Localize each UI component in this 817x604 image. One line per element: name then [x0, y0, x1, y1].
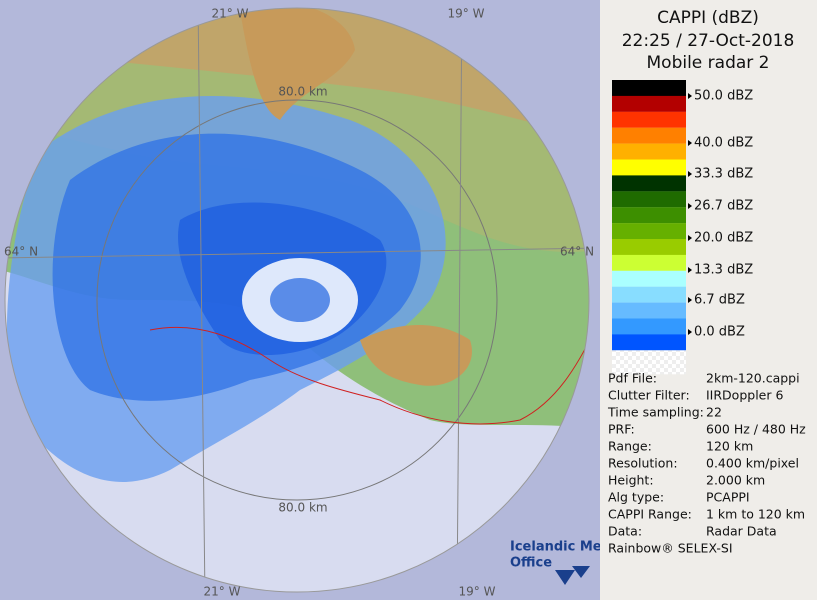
color-swatch: [612, 127, 686, 144]
longitude-label: 21° W: [212, 7, 249, 21]
info-value: PCAPPI: [706, 490, 750, 505]
legend-label: 33.3 dBZ: [694, 167, 753, 182]
info-key: Time sampling:: [607, 405, 704, 420]
color-swatch: [612, 95, 686, 112]
color-swatch: [612, 111, 686, 128]
info-key: CAPPI Range:: [608, 507, 692, 522]
legend-label: 0.0 dBZ: [694, 325, 745, 340]
color-swatch: [612, 175, 686, 192]
info-table: Pdf File: 2km-120.cappi Clutter Filter: IIR…: [607, 371, 806, 539]
info-key: Resolution:: [608, 456, 678, 471]
radar-name: Mobile radar 2: [647, 53, 770, 73]
range-label: 80.0 km: [278, 85, 327, 99]
color-swatch: [612, 254, 686, 271]
footer: Rainbow® SELEX-SI: [608, 541, 733, 556]
longitude-label: 21° W: [204, 585, 241, 599]
color-swatch: [612, 350, 686, 375]
color-swatch: [612, 334, 686, 351]
info-value: 1 km to 120 km: [706, 507, 805, 522]
info-key: Range:: [608, 439, 652, 454]
legend-tick: [688, 140, 692, 146]
range-label: 80.0 km: [278, 501, 327, 515]
legend-label: 40.0 dBZ: [694, 136, 753, 151]
logo-mark: [555, 566, 590, 585]
color-swatch: [612, 191, 686, 208]
info-value: 2.000 km: [706, 473, 765, 488]
info-value: 22: [706, 405, 722, 420]
info-value: IIRDoppler 6: [706, 388, 783, 403]
datetime: 22:25 / 27-Oct-2018: [622, 31, 795, 51]
legend-label: 26.7 dBZ: [694, 199, 753, 214]
legend-tick: [688, 297, 692, 303]
info-key: Pdf File:: [608, 371, 657, 386]
color-swatch: [612, 223, 686, 240]
latitude-label: 64° N: [4, 245, 38, 259]
info-key: Alg type:: [608, 490, 664, 505]
color-swatch: [612, 318, 686, 335]
longitude-label: 19° W: [448, 7, 485, 21]
info-value: 2km-120.cappi: [706, 371, 800, 386]
colorbar: 50.0 dBZ 40.0 dBZ 33.3 dBZ 26.7 dBZ 20.0 dBZ…: [612, 80, 753, 375]
color-swatch: [612, 80, 686, 96]
info-value: 120 km: [706, 439, 753, 454]
logo-text: Office: [510, 556, 552, 571]
legend-label: 6.7 dBZ: [694, 293, 745, 308]
legend-tick: [688, 93, 692, 99]
longitude-label: 19° W: [459, 585, 496, 599]
info-key: Clutter Filter:: [608, 388, 690, 403]
color-swatch: [612, 159, 686, 176]
info-key: PRF:: [608, 422, 635, 437]
legend-tick: [688, 171, 692, 177]
legend-tick: [688, 203, 692, 209]
product-title: CAPPI (dBZ): [657, 8, 759, 28]
info-key: Data:: [608, 524, 642, 539]
color-swatch: [612, 207, 686, 224]
info-value: Radar Data: [706, 524, 777, 539]
legend-tick: [688, 267, 692, 273]
info-key: Height:: [608, 473, 654, 488]
legend-label: 50.0 dBZ: [694, 89, 753, 104]
color-swatch: [612, 270, 686, 287]
radar-disc: [5, 8, 589, 592]
info-value: 600 Hz / 480 Hz: [706, 422, 806, 437]
color-swatch: [612, 143, 686, 160]
latitude-label: 64° N: [560, 245, 594, 259]
legend-label: 13.3 dBZ: [694, 263, 753, 278]
color-swatch: [612, 239, 686, 255]
info-value: 0.400 km/pixel: [706, 456, 799, 471]
legend-tick: [688, 329, 692, 335]
legend-tick: [688, 235, 692, 241]
color-swatch: [612, 286, 686, 303]
logo-text: Icelandic Met: [510, 540, 608, 555]
legend-label: 20.0 dBZ: [694, 231, 753, 246]
color-swatch: [612, 302, 686, 319]
